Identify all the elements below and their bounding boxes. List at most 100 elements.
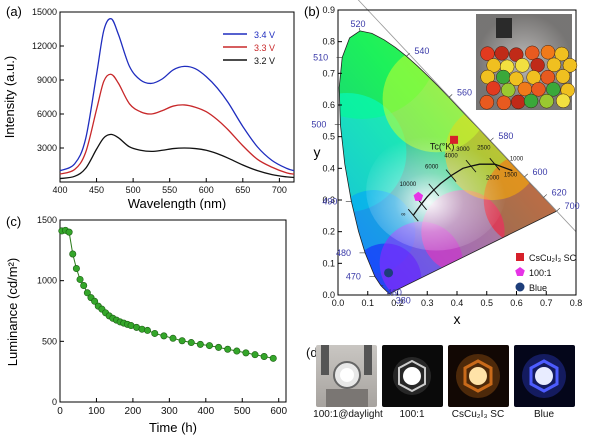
panel-a-chart: (a) 3000 6000 9000 12000 15000 400 450 500 550 6… [2, 4, 295, 210]
planckian-label: 4000 [444, 153, 458, 159]
data-point-circle [384, 268, 394, 278]
candy [494, 46, 509, 61]
y-tick-label: 6000 [37, 109, 57, 119]
plot-frame [59, 11, 295, 183]
data-point [76, 275, 84, 283]
candy [523, 93, 539, 109]
panel-b-chart: (b) 0.0 0.1 0.2 0.3 0.4 0.5 0.6 0.7 0.8 0.9 0.0 0.… [304, 0, 583, 327]
candy [530, 58, 545, 73]
plot-frame [59, 219, 287, 403]
planckian-label: 1000 [510, 156, 524, 162]
data-point [233, 347, 241, 355]
data-point [224, 345, 232, 353]
photo-caption: 100:1@daylight [313, 409, 383, 420]
photo-caption: 100:1 [399, 409, 425, 420]
x-tick-label: 0.8 [570, 298, 583, 308]
data-point [178, 337, 186, 345]
legend-label: 100:1 [529, 268, 552, 278]
y-tick-label: 0.4 [322, 163, 335, 173]
candy [500, 82, 516, 98]
wavelength-label: 500 [311, 120, 326, 130]
planckian-label: 6000 [425, 164, 439, 170]
wavelength-label: 380 [396, 295, 411, 305]
y-tick-label: 9000 [37, 75, 57, 85]
x-tick-label: 450 [89, 185, 104, 195]
legend-label: Blue [529, 283, 547, 293]
data-point [269, 354, 277, 362]
data-point [242, 349, 250, 357]
y-tick-label: 0.9 [322, 5, 335, 15]
data-point [65, 228, 73, 236]
data-point [196, 340, 204, 348]
y-tick-label: 0.2 [322, 227, 335, 237]
wavelength-label: 480 [336, 248, 351, 258]
legend-square [516, 253, 524, 261]
data-point [80, 282, 88, 290]
data-point [187, 339, 195, 347]
candy [540, 44, 556, 60]
inset-photo [476, 14, 578, 111]
x-tick-label: 0.2 [391, 298, 404, 308]
wavelength-label: 700 [565, 201, 580, 211]
led-photo-orange [448, 345, 509, 407]
x-tick-label: 550 [162, 185, 177, 195]
isotherm-line [445, 169, 457, 182]
panel-label: (a) [6, 4, 22, 19]
data-point [143, 326, 151, 334]
planckian-label: 1500 [504, 172, 518, 178]
data-point [160, 332, 168, 340]
x-tick-label: 500 [126, 185, 141, 195]
y-tick-label: 15000 [32, 7, 57, 17]
candy [546, 57, 562, 73]
data-point [205, 342, 213, 350]
y-tick-label: 0.7 [322, 68, 335, 78]
candy [480, 46, 495, 61]
series-line [59, 133, 295, 180]
wavelength-tick [556, 207, 561, 212]
candy [515, 58, 530, 73]
y-tick-label: 0.5 [322, 132, 335, 142]
y-axis-label: Luminance (cd/m²) [5, 258, 20, 366]
data-point [72, 265, 80, 273]
candy [496, 95, 512, 111]
candy [479, 95, 495, 110]
x-tick-label: 650 [235, 185, 250, 195]
y-tick-label: 0.1 [322, 258, 335, 268]
panel-c-chart: (c) 0 500 1000 1500 0 100 200 300 400 500 600 Tim… [5, 214, 287, 435]
candy [546, 82, 561, 97]
isotherm-line [407, 208, 419, 222]
wavelength-tick [543, 194, 547, 198]
candy [531, 82, 546, 97]
data-point-square [450, 135, 459, 144]
wavelength-label: 460 [387, 288, 402, 298]
legend-label: CsCu₂I₃ SC [529, 253, 577, 263]
y-axis-label: y [314, 144, 321, 160]
y-tick-label: 0.8 [322, 37, 335, 47]
y-tick-label: 0.0 [322, 290, 335, 300]
isotherm-line [465, 159, 477, 173]
candy [508, 71, 524, 87]
candy [510, 94, 526, 110]
x-tick-label: 0.7 [540, 298, 553, 308]
candy [554, 46, 569, 62]
planckian-label: 3000 [456, 147, 470, 153]
wavelength-label: 490 [322, 197, 337, 207]
diagonal-line [357, 0, 577, 232]
series-line [59, 18, 295, 172]
x-tick-label: 600 [199, 185, 214, 195]
isotherm-line [428, 183, 440, 197]
wavelength-label: 600 [533, 167, 548, 177]
planckian-locus [412, 163, 513, 216]
x-tick-label: 300 [161, 406, 178, 417]
planckian-label: 2000 [486, 175, 500, 181]
wavelength-tick [358, 27, 361, 31]
data-point [83, 289, 91, 297]
x-tick-label: 0.3 [421, 298, 434, 308]
x-tick-label: 0.4 [451, 298, 464, 308]
isotherm-line [489, 157, 501, 171]
x-tick-label: 100 [88, 406, 105, 417]
panel-label: (b) [304, 4, 320, 19]
wavelength-label: 510 [313, 53, 328, 63]
data-point [169, 334, 177, 342]
data-point-pentagon [413, 191, 424, 201]
